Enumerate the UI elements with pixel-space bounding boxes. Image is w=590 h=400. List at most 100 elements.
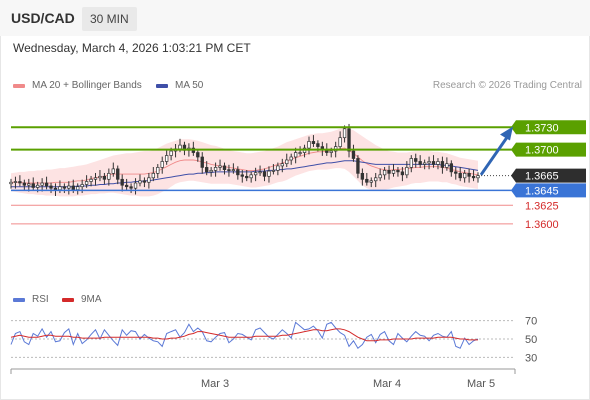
candle-body [196,152,200,158]
rsi-swatch [13,297,25,302]
candle-body [93,177,98,180]
candle-body [240,174,244,177]
candle-body [222,165,227,170]
level-label-1.3730: 1.3730 [525,122,559,134]
x-axis-label: Mar 5 [467,378,495,390]
research-credit: Research © 2026 Trading Central [432,80,582,91]
candle-body [231,169,236,171]
level-label-1.3600: 1.3600 [525,219,559,231]
candle-body [342,128,347,139]
candle-body [49,185,53,189]
candle-body [369,180,373,183]
rsi-tick-30: 30 [525,352,537,364]
ma50-swatch [156,83,168,88]
candle-body [382,170,387,176]
bollinger-swatch [13,83,25,88]
candle-body [205,167,209,173]
candle-body [307,141,311,149]
bollinger-label: MA 20 + Bollinger Bands [32,80,142,91]
level-label-box [511,120,586,135]
candle-body [31,183,35,188]
candle-body [271,170,276,172]
candle-body [76,186,80,191]
candle-body [245,175,249,179]
candle-body [467,172,471,177]
candle-body [164,155,169,162]
candle-body [338,137,342,147]
candle-body [84,181,89,185]
candle-body [133,182,138,189]
candle-body [62,186,67,189]
candle-body [280,163,284,167]
candle-body [427,161,431,164]
candle-body [147,177,151,183]
projection-arrow-head [500,126,513,141]
candle-body [160,161,164,168]
candle-body [400,171,405,176]
candle-body [316,143,320,147]
candle-body [178,144,182,150]
candle-body [58,186,62,191]
candle-body [213,167,218,171]
candle-body [387,170,391,174]
timeframe-button[interactable]: 30 MIN [82,7,137,31]
candle-body [227,169,231,171]
candle-body [13,181,18,183]
candle-body [98,175,102,179]
level-label-box [511,142,586,157]
candle-body [9,181,13,185]
candle-body [462,172,467,179]
candle-body [418,161,422,165]
candle-body [36,184,40,188]
level-label-1.3645: 1.3645 [525,185,559,197]
candle-body [40,182,44,186]
candle-body [454,171,458,174]
candle-body [431,161,436,165]
level-label-box [511,183,586,198]
candle-body [471,175,476,179]
candle-body [276,165,280,171]
candle-body [80,184,84,188]
candle-body [267,170,271,177]
candle-body [156,167,160,174]
candle-body [138,180,142,184]
candle-body [18,181,22,184]
candle-body [298,152,302,154]
candle-body [116,168,120,180]
candle-body [236,169,240,176]
candle-body [169,150,173,156]
legend-rsi: RSI [13,294,49,305]
level-label-1.3700: 1.3700 [525,145,559,157]
level-label-1.3625: 1.3625 [525,200,559,212]
candle-body [258,171,262,174]
candle-body [293,152,298,158]
candle-body [89,178,93,182]
rsi-ma9-line [10,328,478,342]
candle-body [445,163,449,168]
candle-body [405,167,409,176]
ma20-line [11,147,479,184]
candle-body [129,186,133,189]
candle-body [440,161,445,168]
x-axis-label: Mar 3 [201,378,229,390]
candle-body [285,159,289,165]
chart-header: USD/CAD 30 MIN [0,0,590,36]
rsi-tick-70: 70 [525,316,537,328]
ma9-swatch [62,297,74,302]
candle-body [27,183,31,186]
candle-body [22,182,27,186]
candle-body [142,180,147,183]
candle-body [151,172,155,179]
candle-body [253,172,258,176]
candle-body [200,156,204,168]
candle-body [409,158,413,168]
rsi-tick-50: 50 [525,334,537,346]
candle-body [378,174,382,179]
candle-body [209,170,213,173]
legend-9ma: 9MA [62,294,102,305]
candle-body [53,187,58,191]
candle-body [351,150,356,159]
candle-body [102,175,107,180]
candle-body [44,182,49,187]
